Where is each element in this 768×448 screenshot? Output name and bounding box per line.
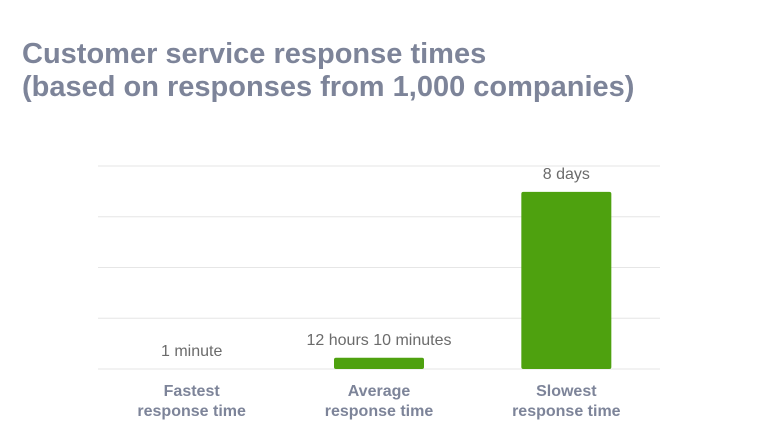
value-label: 12 hours 10 minutes <box>307 332 452 349</box>
x-tick-label: Fastest response time <box>137 383 246 420</box>
bar <box>521 191 612 369</box>
chart-subtitle: (based on responses from 1,000 companies… <box>22 71 635 103</box>
x-tick-label: Average response time <box>324 383 434 420</box>
value-label: 8 days <box>543 166 590 183</box>
bar <box>334 357 424 369</box>
value-label: 1 minute <box>161 343 222 360</box>
x-tick-label: Slowest response time <box>512 383 621 420</box>
chart-title: Customer service response times <box>22 38 487 70</box>
